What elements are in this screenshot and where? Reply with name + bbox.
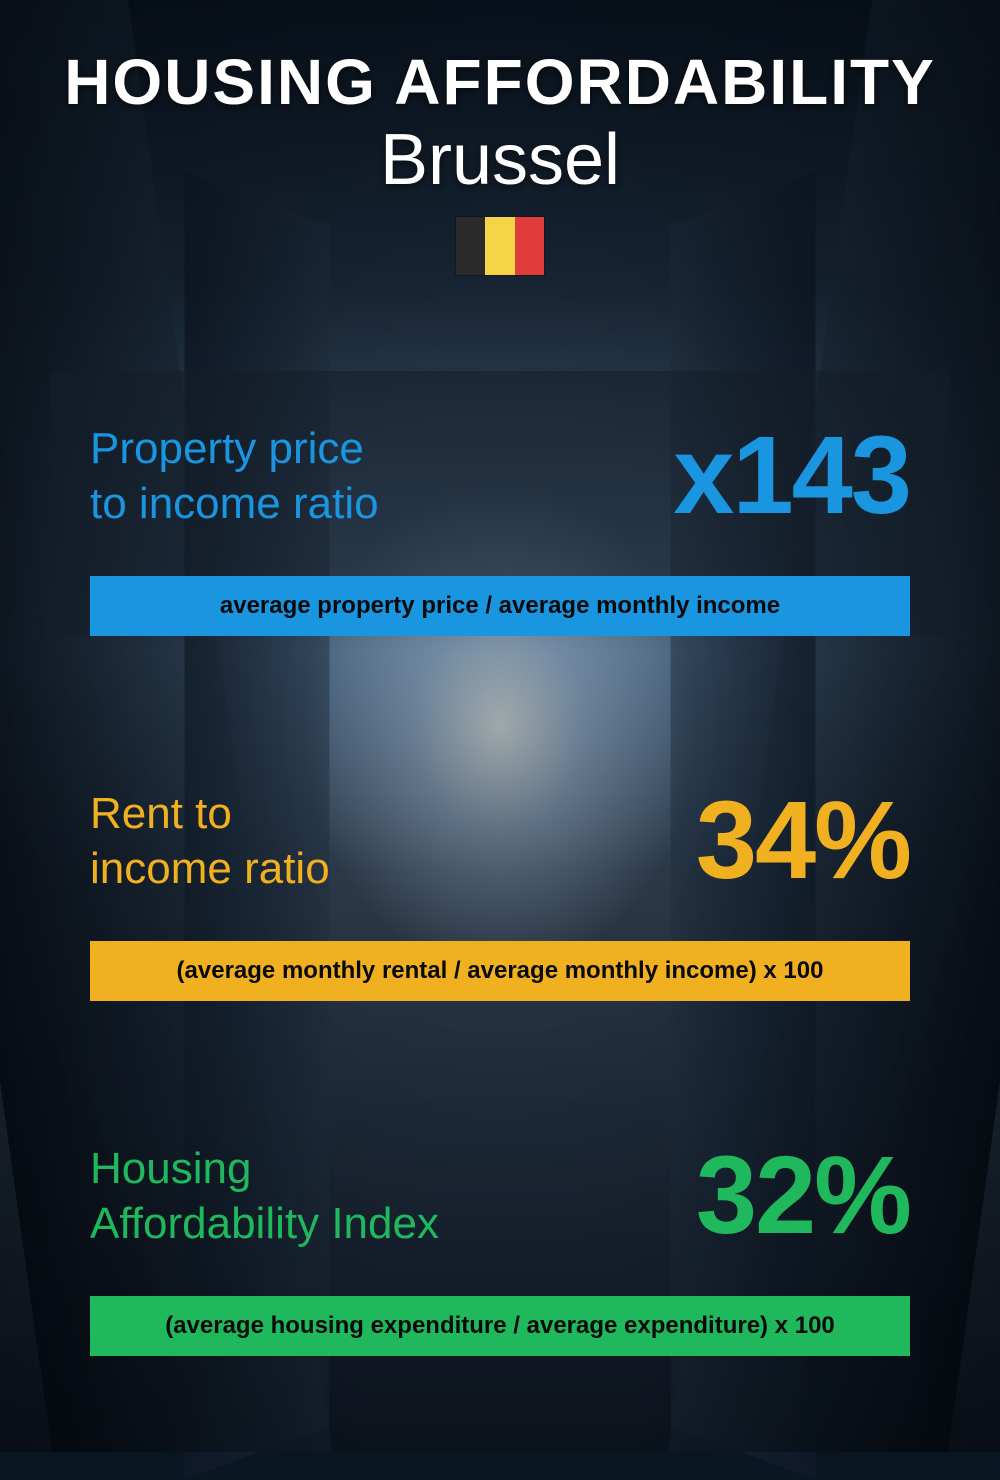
metric-value: 34% <box>696 786 910 896</box>
formula-bar: average property price / average monthly… <box>90 576 910 636</box>
subtitle-city: Brussel <box>50 119 950 201</box>
flag-stripe-black <box>456 217 485 275</box>
metric-property-price-ratio: Property priceto income ratio x143 avera… <box>50 371 950 636</box>
metric-affordability-index: HousingAffordability Index 32% (average … <box>50 1091 950 1356</box>
metric-label: Rent toincome ratio <box>90 786 330 896</box>
formula-bar: (average monthly rental / average monthl… <box>90 941 910 1001</box>
metric-label: HousingAffordability Index <box>90 1141 439 1251</box>
infographic-content: HOUSING AFFORDABILITY Brussel Property p… <box>0 0 1000 1452</box>
formula-bar: (average housing expenditure / average e… <box>90 1296 910 1356</box>
main-title: HOUSING AFFORDABILITY <box>50 50 950 114</box>
metric-value: x143 <box>673 421 910 531</box>
belgium-flag-icon <box>455 216 545 276</box>
flag-stripe-yellow <box>485 217 514 275</box>
metric-value: 32% <box>696 1141 910 1251</box>
flag-stripe-red <box>515 217 544 275</box>
metric-label: Property priceto income ratio <box>90 421 379 531</box>
metric-rent-income-ratio: Rent toincome ratio 34% (average monthly… <box>50 736 950 1001</box>
